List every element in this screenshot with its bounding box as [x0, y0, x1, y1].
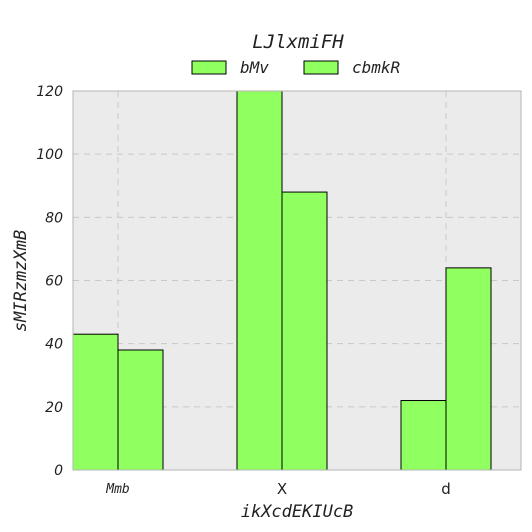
- chart-title: LJlxmiFH: [252, 31, 344, 53]
- legend-swatch-cbmkr: [303, 60, 339, 75]
- legend: bMv cbmkR: [191, 58, 400, 77]
- legend-label-cbmkr: cbmkR: [352, 58, 400, 77]
- y-tick-label: 40: [45, 337, 63, 353]
- x-axis-label: ikXcdEKIUcB: [241, 502, 354, 522]
- y-tick-label: 120: [36, 84, 63, 100]
- plot-frame: [72, 90, 522, 471]
- bar-bMv-X: [236, 90, 283, 471]
- bar-bMv-Mmb: [72, 333, 119, 471]
- x-tick-label: d: [441, 480, 451, 498]
- legend-swatch-bmv: [191, 60, 227, 75]
- bar-cbmkR-Mmb: [117, 349, 164, 471]
- y-tick-label: 20: [45, 400, 63, 416]
- y-tick-label: 100: [36, 147, 63, 163]
- y-tick-label: 80: [45, 210, 63, 226]
- bar-bMv-d: [400, 400, 447, 471]
- y-tick-label: 0: [54, 463, 63, 479]
- y-ticks: 0 20 40 60 80 100 120: [36, 84, 63, 479]
- bar-cbmkR-X: [281, 191, 328, 471]
- bar-cbmkR-d: [445, 267, 492, 471]
- x-tick-label: X: [277, 480, 287, 498]
- legend-label-bmv: bMv: [240, 58, 269, 77]
- y-tick-label: 60: [45, 274, 63, 290]
- y-axis-label: sMIRzmzXmB: [11, 230, 31, 332]
- x-tick-label: Mmb: [105, 482, 130, 497]
